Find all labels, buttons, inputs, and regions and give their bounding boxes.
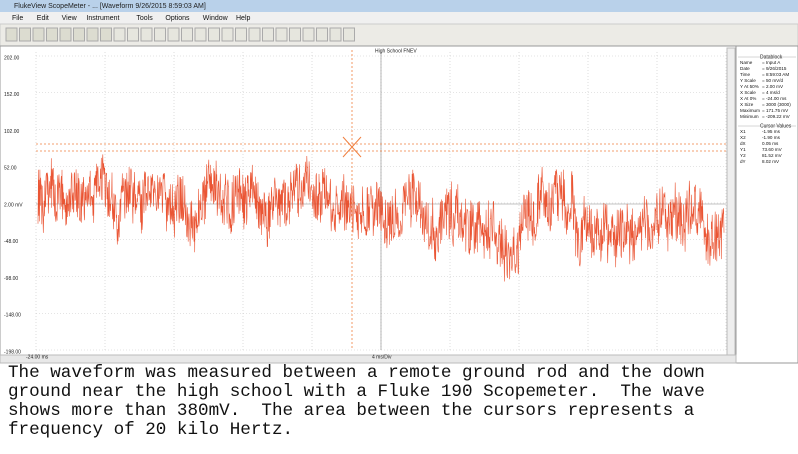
toolbar-button[interactable]: [19, 27, 31, 42]
menu-item[interactable]: Options: [165, 15, 190, 22]
toolbar-button[interactable]: [262, 27, 274, 42]
window-title: FlukeView ScopeMeter - ... [Waveform 9/2…: [14, 3, 206, 10]
y-axis-label: -48.00: [4, 239, 18, 245]
toolbar-button[interactable]: [32, 27, 45, 42]
panel-key: Minimum: [740, 114, 759, 119]
side-panel: [735, 45, 798, 364]
panel-key: X2: [740, 135, 746, 140]
panel-value: = 9/26/2015: [762, 66, 787, 71]
toolbar-button[interactable]: [275, 27, 288, 42]
panel-key: Maximum: [740, 108, 760, 113]
toolbar-button[interactable]: [59, 27, 72, 42]
panel-key: X1: [740, 129, 746, 134]
y-axis-label: 202.00: [4, 55, 20, 61]
panel-key: X Scale: [740, 90, 756, 95]
panel-value: 73.60 mV: [762, 147, 783, 152]
x-scale-label: 4 ms/Div: [372, 354, 392, 360]
panel-value: = 171.75 mV: [762, 108, 789, 113]
cursor-cross: [342, 136, 362, 158]
toolbar-button[interactable]: [113, 27, 126, 42]
toolbar-button[interactable]: [194, 27, 207, 42]
toolbar-button[interactable]: [329, 27, 342, 42]
panel-value: = -209.22 mV: [762, 114, 791, 119]
toolbar-button[interactable]: [73, 27, 85, 42]
y-axis-label: 2.00 mV: [4, 202, 23, 208]
toolbar-button[interactable]: [302, 27, 315, 42]
panel-value: 81.52 mV: [762, 153, 783, 158]
scope-window: FlukeView ScopeMeter - ... [Waveform 9/2…: [0, 0, 798, 364]
panel-key: Date: [740, 66, 750, 71]
scrollbar[interactable]: [0, 354, 737, 364]
panel-title: Cursor Values: [760, 123, 792, 129]
panel-value: = 8:59:03 AM: [762, 72, 789, 77]
toolbar-button[interactable]: [46, 27, 58, 42]
menu-item[interactable]: Instrument: [86, 15, 119, 22]
trace-label: High School FNEV: [375, 48, 417, 54]
panel-value: 8.02 mV: [762, 159, 780, 164]
caption-line: The waveform was measured between a remo…: [8, 363, 705, 383]
caption-line: frequency of 20 kilo Hertz.: [8, 420, 294, 440]
panel-value: = 2.00 mV: [762, 84, 784, 89]
panel-key: Y1: [740, 147, 746, 152]
toolbar-button[interactable]: [127, 27, 139, 42]
panel-key: Y Scale: [740, 78, 756, 83]
panel-key: Y At 50%: [740, 84, 759, 89]
panel-key: Y2: [740, 153, 746, 158]
panel-value: -1.95 ms: [762, 129, 781, 134]
menu-item[interactable]: View: [62, 15, 78, 22]
panel-key: X Size: [740, 102, 754, 107]
menu-item[interactable]: Tools: [136, 15, 153, 22]
panel-value: = 50 mV/d: [762, 78, 784, 83]
menu-item[interactable]: Help: [236, 15, 251, 22]
toolbar-button[interactable]: [86, 27, 99, 42]
panel-value: = 3000 (3000): [762, 102, 791, 107]
y-axis-label: 52.00: [4, 166, 17, 172]
toolbar-button[interactable]: [343, 27, 355, 42]
caption-line: shows more than 380mV. The area between …: [8, 401, 695, 421]
title-bar: [0, 0, 798, 12]
scrollbar[interactable]: [726, 47, 736, 356]
toolbar-button[interactable]: [140, 27, 153, 42]
toolbar-button[interactable]: [248, 27, 261, 42]
toolbar-button[interactable]: [154, 27, 166, 42]
y-axis-label: -98.00: [4, 276, 18, 282]
toolbar-button[interactable]: [289, 27, 301, 42]
y-axis-label: 102.00: [4, 129, 20, 135]
panel-key: dX: [740, 141, 746, 146]
y-axis-label: 152.00: [4, 92, 20, 98]
toolbar-button[interactable]: [5, 27, 18, 42]
panel-value: = 4 ms/d: [762, 90, 780, 95]
panel-value: 0.05 ms: [762, 141, 779, 146]
panel-key: dY: [740, 159, 746, 164]
toolbar-button[interactable]: [235, 27, 247, 42]
menu-bar: [0, 12, 798, 24]
menu-item[interactable]: Edit: [37, 15, 49, 22]
toolbar-button[interactable]: [316, 27, 328, 42]
panel-title: Datablock: [760, 54, 783, 60]
panel-value: = Input A: [762, 60, 781, 65]
toolbar-button[interactable]: [208, 27, 220, 42]
waveform: [37, 154, 725, 282]
menu-item[interactable]: Window: [203, 15, 229, 22]
toolbar-button[interactable]: [181, 27, 193, 42]
toolbar-button[interactable]: [167, 27, 180, 42]
caption: The waveform was measured between a remo…: [0, 364, 798, 450]
menu-item[interactable]: File: [12, 15, 23, 22]
toolbar-button[interactable]: [100, 27, 112, 42]
y-axis-label: -148.00: [4, 313, 21, 319]
panel-key: X At 0%: [740, 96, 756, 101]
x-start-label: -24.00 ms: [26, 354, 49, 360]
caption-line: ground near the high school with a Fluke…: [8, 382, 705, 402]
panel-key: Name: [740, 60, 753, 65]
y-axis-label: -198.00: [4, 349, 21, 355]
panel-key: Time: [740, 72, 750, 77]
toolbar-button[interactable]: [221, 27, 234, 42]
panel-value: = -24.00 ms: [762, 96, 787, 101]
panel-value: -1.90 ms: [762, 135, 781, 140]
